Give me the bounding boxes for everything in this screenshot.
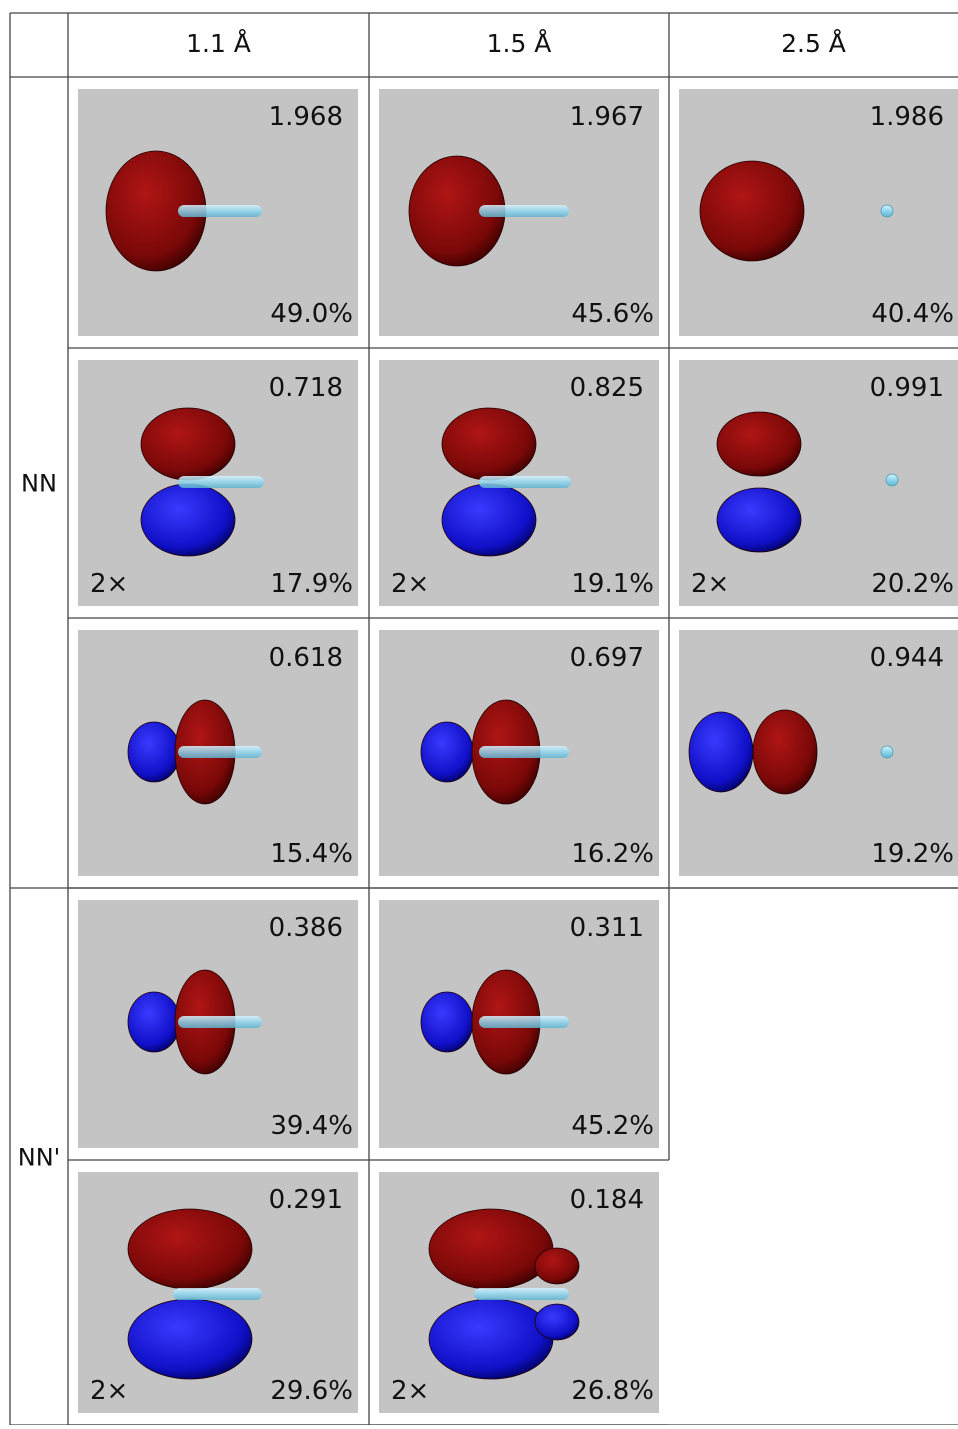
weight: 19.1% [571,569,654,599]
bond [173,1288,262,1300]
orbital-cell: 0.718 17.9% 2× [78,360,358,606]
bond [479,1016,569,1028]
column-header: 2.5 Å [781,29,846,58]
orbital-panel [679,360,958,606]
bond [479,205,569,217]
weight: 49.0% [270,299,353,329]
degeneracy: 2× [691,569,729,599]
occupation: 0.311 [570,913,644,943]
weight: 29.6% [270,1376,353,1406]
lobe [127,991,181,1053]
lobe [534,1303,580,1341]
weight: 26.8% [571,1376,654,1406]
column-header: 1.1 Å [186,29,251,58]
lobe [140,483,236,557]
lobe [420,721,474,783]
lobe [688,711,754,793]
orbital-cell: 0.311 45.2% [379,900,659,1148]
occupation: 0.825 [570,373,644,403]
bond [479,476,571,488]
lobe [752,709,818,795]
occupation: 1.986 [870,102,944,132]
orbital-cell: 1.968 49.0% [78,89,358,336]
lobe [127,1298,253,1380]
lobe [127,721,181,783]
weight: 39.4% [270,1111,353,1141]
orbital-cell: 0.184 26.8% 2× [379,1172,659,1413]
column-header: 1.5 Å [487,29,552,58]
lobe [716,487,802,553]
orbital-cell: 0.291 29.6% 2× [78,1172,358,1413]
orbital-cell: 0.944 19.2% [679,630,958,876]
bond [178,746,262,758]
occupation: 0.618 [269,643,343,673]
lobe [441,483,537,557]
weight: 20.2% [871,569,954,599]
lobe [140,407,236,481]
weight: 45.6% [571,299,654,329]
occupation: 0.291 [269,1185,343,1215]
occupation: 0.944 [870,643,944,673]
orbital-cell: 0.386 39.4% [78,900,358,1148]
weight: 19.2% [871,839,954,869]
occupation: 0.991 [870,373,944,403]
weight: 40.4% [871,299,954,329]
atom [885,473,899,487]
degeneracy: 2× [391,1376,429,1406]
bond [178,205,262,217]
lobe [441,407,537,481]
bond [178,1016,262,1028]
orbital-cell: 0.991 20.2% 2× [679,360,958,606]
lobe [716,411,802,477]
lobe [428,1208,554,1290]
degeneracy: 2× [391,569,429,599]
weight: 45.2% [571,1111,654,1141]
lobe [534,1247,580,1285]
occupation: 0.184 [570,1185,644,1215]
degeneracy: 2× [90,569,128,599]
orbital-cell: 0.618 15.4% [78,630,358,876]
atom [880,204,894,218]
weight: 15.4% [270,839,353,869]
occupation: 1.968 [269,102,343,132]
weight: 17.9% [270,569,353,599]
occupation: 0.386 [269,913,343,943]
occupation: 0.718 [269,373,343,403]
orbital-cell: 0.825 19.1% 2× [379,360,659,606]
orbital-cell: 1.967 45.6% [379,89,659,336]
degeneracy: 2× [90,1376,128,1406]
lobe [428,1298,554,1380]
atom [880,745,894,759]
occupation: 1.967 [570,102,644,132]
row-label: NN' [18,1144,61,1172]
lobe [420,991,474,1053]
row-label: NN [21,470,57,498]
lobe [699,160,805,262]
occupation: 0.697 [570,643,644,673]
bond [474,1288,569,1300]
orbital-cell: 0.697 16.2% [379,630,659,876]
orbital-cell: 1.986 40.4% [679,89,958,336]
bond [479,746,569,758]
weight: 16.2% [571,839,654,869]
lobe [127,1208,253,1290]
bond [178,476,264,488]
